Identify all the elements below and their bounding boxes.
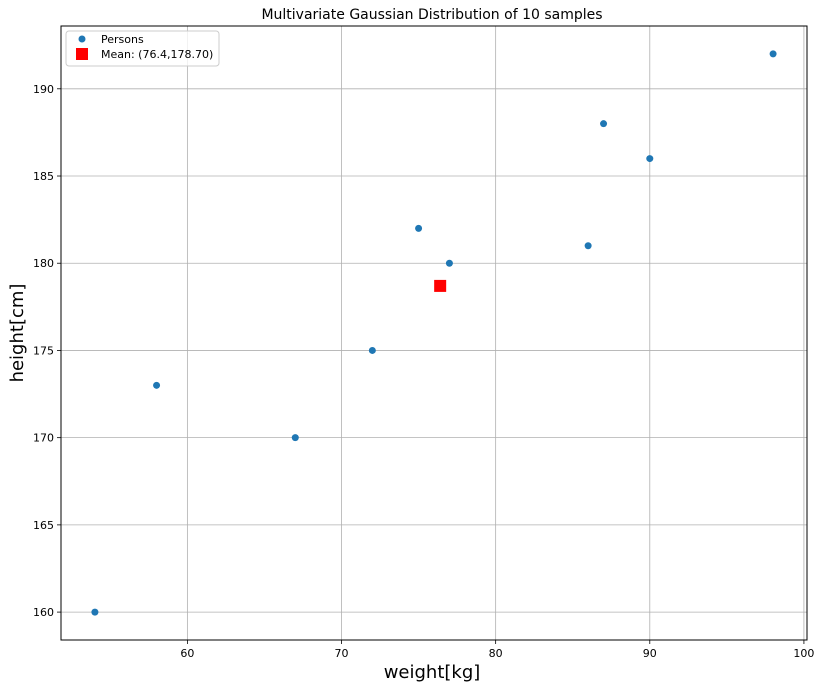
y-tick-label: 180 [33,257,54,270]
plot-frame [60,25,808,641]
x-tick-label: 60 [180,647,194,660]
y-tick-label: 170 [33,432,54,445]
x-tick-label: 80 [489,647,503,660]
x-axis-label: weight[kg] [384,662,481,683]
legend: Persons Mean: (76.4,178.70) [65,30,220,67]
person-point [646,155,654,163]
legend-label-persons: Persons [101,33,144,46]
person-point [291,434,299,442]
y-tick-label: 165 [33,519,54,532]
y-axis-label: height[cm] [7,284,28,383]
y-tick-label: 190 [33,83,54,96]
y-tick-label: 185 [33,170,54,183]
chart-title: Multivariate Gaussian Distribution of 10… [261,7,602,23]
y-tick-label: 175 [33,344,54,357]
person-point [769,50,777,58]
person-point [368,346,376,354]
person-point [600,120,608,128]
person-point [415,224,423,232]
person-point [91,608,99,616]
x-tick-label: 90 [643,647,657,660]
mean-point [434,279,447,292]
legend-marker-mean [76,48,88,60]
data-points [91,50,777,616]
legend-box [65,30,220,67]
y-tick-label: 160 [33,606,54,619]
axis-ticks: 60 70 80 90 100 160 165 170 175 180 185 190 [33,83,814,660]
legend-marker-persons [78,35,86,43]
person-point [445,259,453,267]
grid-lines [61,26,807,640]
x-tick-label: 70 [335,647,349,660]
person-point [153,381,161,389]
x-tick-label: 100 [793,647,814,660]
person-point [584,242,592,250]
legend-label-mean: Mean: (76.4,178.70) [101,48,213,61]
